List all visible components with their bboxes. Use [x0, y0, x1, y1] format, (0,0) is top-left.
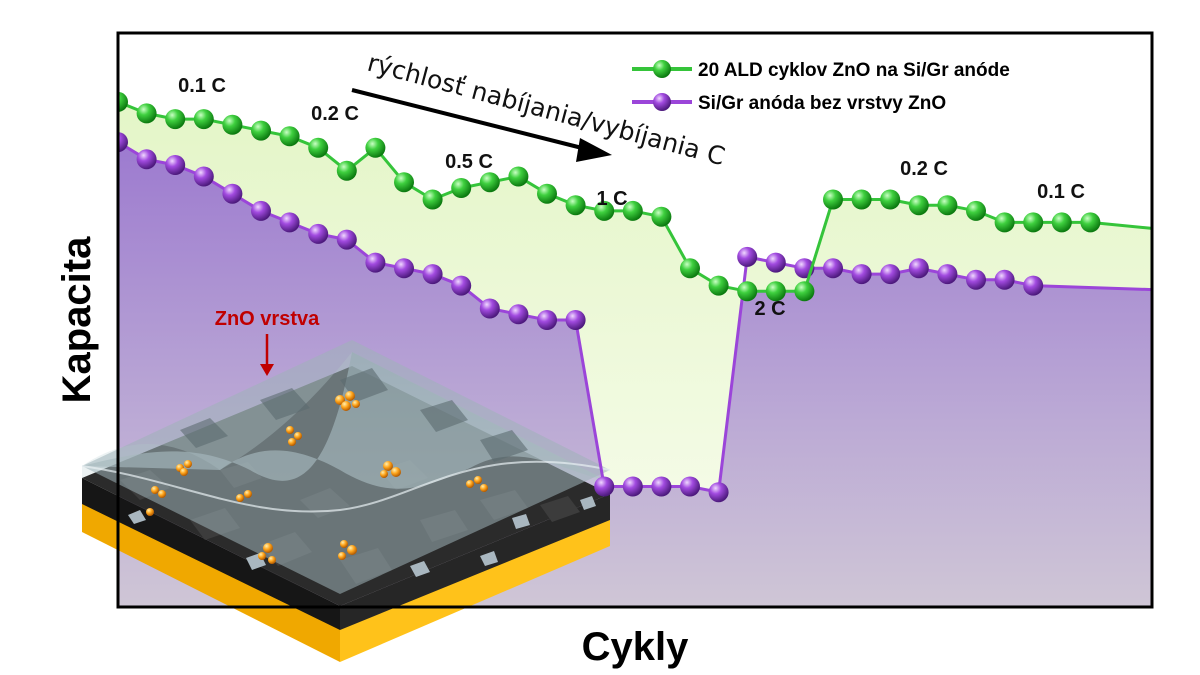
plot-frame [116, 31, 1154, 609]
purple-series-point [651, 476, 672, 497]
rate-label: 0.1 C [178, 75, 226, 97]
green-series-point [565, 195, 586, 216]
purple-series [118, 130, 1152, 503]
purple-series-point [279, 212, 300, 233]
purple-series-point [193, 166, 214, 187]
green-series-point [537, 183, 557, 204]
purple-series-point [622, 476, 643, 497]
green-series-point [508, 166, 529, 187]
legend-marker-purple [653, 93, 671, 111]
zno-layer-arrowhead [260, 364, 274, 376]
rate-label: 0.1 C [1037, 181, 1085, 203]
purple-series-point [365, 252, 386, 273]
purple-series-point [222, 183, 243, 204]
green-series-point [794, 281, 815, 302]
purple-series-point [680, 476, 700, 497]
rate-arrow [351, 88, 591, 152]
green-series-point [479, 172, 500, 193]
rate-labels: 0.1 C 0.2 C 0.5 C 1 C 2 C 0.2 C 0.1 C [178, 75, 1085, 320]
green-series-point [308, 137, 329, 158]
purple-series-point [118, 132, 128, 153]
purple-series-point [937, 264, 958, 285]
green-series-point [765, 281, 786, 302]
green-series-point [165, 109, 186, 130]
purple-series-point [994, 269, 1015, 290]
purple-series-point [479, 298, 500, 319]
green-series-point [851, 189, 872, 210]
green-series-point [118, 91, 128, 112]
rate-arrow-label: rýchlosť nabíjania/vybíjania C [364, 48, 728, 171]
green-series-point [737, 281, 758, 302]
purple-series-point [966, 269, 986, 290]
purple-series-point [880, 264, 901, 285]
green-series-point [1080, 212, 1101, 233]
green-series-point [594, 200, 615, 221]
green-series-point [1051, 212, 1072, 233]
purple-series-point [394, 258, 414, 279]
purple-series-point [165, 155, 186, 175]
green-series-point [365, 137, 386, 158]
purple-series-point [451, 275, 472, 296]
legend-marker-green [653, 60, 671, 78]
green-series-point [708, 275, 729, 296]
zno-layer-label: ZnO vrstva [215, 308, 320, 330]
purple-series-point [1023, 275, 1044, 296]
green-series-point [622, 200, 643, 221]
purple-series-point [136, 149, 157, 170]
green-series-point [394, 172, 414, 193]
green-series-point [136, 103, 157, 124]
purple-series-point [537, 310, 557, 330]
rate-label: 0.2 C [900, 158, 948, 180]
green-series-point [994, 212, 1015, 233]
green-series-point [680, 258, 700, 279]
green-series-point [966, 200, 986, 221]
purple-series-point [851, 264, 872, 285]
green-series-point [451, 178, 472, 198]
y-axis-title: Kapacita [55, 236, 99, 403]
green-series-point [222, 114, 243, 135]
purple-series-point [336, 229, 357, 250]
rate-label: 0.2 C [311, 103, 359, 125]
purple-series-point [908, 258, 929, 279]
purple-series-point [594, 476, 615, 497]
rate-label: 0.5 C [445, 151, 493, 173]
green-series-area [118, 61, 1152, 493]
green-series-point [422, 189, 443, 210]
purple-series-point [565, 310, 586, 330]
rate-label: 2 C [754, 298, 785, 320]
green-series-point [279, 126, 300, 147]
rate-arrowhead [576, 138, 612, 162]
green-series [118, 61, 1152, 302]
purple-series-point [708, 482, 729, 503]
legend-label-purple: Si/Gr anóda bez vrstvy ZnO [698, 93, 946, 114]
purple-series-point [508, 304, 529, 325]
purple-series-point [422, 264, 443, 285]
legend-label-green: 20 ALD cyklov ZnO na Si/Gr anóde [698, 60, 1010, 81]
legend: 20 ALD cyklov ZnO na Si/Gr anóde Si/Gr a… [632, 60, 1010, 114]
green-series-point [823, 189, 843, 210]
x-axis-title: Cykly [582, 625, 689, 669]
purple-series-point [765, 252, 786, 273]
purple-series-point [251, 200, 271, 221]
green-series-point [336, 160, 357, 181]
green-series-point [1023, 212, 1044, 233]
green-series-point [193, 109, 214, 130]
rate-label: 1 C [596, 188, 627, 210]
purple-series-point [308, 223, 329, 244]
green-series-point [651, 206, 672, 227]
green-series-point [908, 195, 929, 216]
green-series-point [937, 195, 958, 216]
purple-series-point [823, 258, 843, 279]
green-series-point [251, 120, 271, 141]
green-series-point [880, 189, 901, 210]
zno-layer-illustration [81, 340, 611, 662]
purple-series-point [737, 246, 758, 267]
